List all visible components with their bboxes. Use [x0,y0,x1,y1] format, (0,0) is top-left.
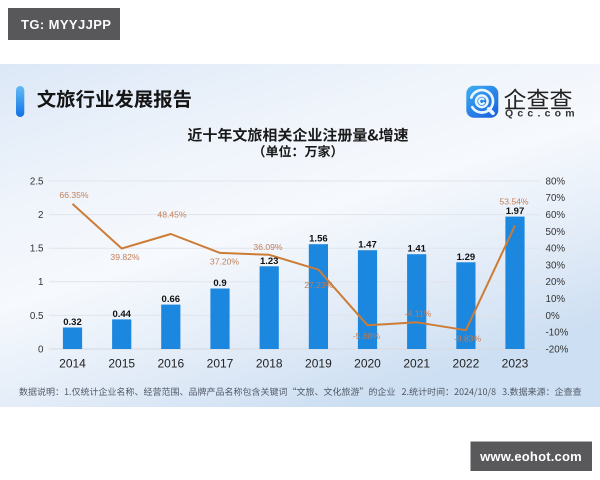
svg-text:2.5: 2.5 [30,176,44,187]
svg-text:2016: 2016 [157,357,184,371]
svg-text:2018: 2018 [256,357,283,371]
svg-text:-5.88%: -5.88% [353,331,381,341]
svg-text:36.09%: 36.09% [253,242,283,252]
svg-text:39.82%: 39.82% [110,252,140,262]
svg-text:53.54%: 53.54% [499,196,529,206]
svg-text:-20%: -20% [546,344,569,355]
svg-text:0: 0 [38,344,44,355]
svg-text:70%: 70% [546,193,566,204]
svg-text:0.32: 0.32 [63,317,82,328]
svg-text:27.23%: 27.23% [304,280,334,290]
svg-text:10%: 10% [546,294,566,305]
svg-text:0.66: 0.66 [162,294,181,305]
svg-text:0%: 0% [546,311,560,322]
svg-text:1.56: 1.56 [309,234,328,245]
svg-text:-4.11%: -4.11% [405,308,432,318]
svg-text:80%: 80% [546,176,566,187]
svg-text:2: 2 [38,210,43,221]
svg-text:2017: 2017 [207,357,234,371]
svg-text:2019: 2019 [305,357,332,371]
svg-text:Qcc.com: Qcc.com [505,108,579,120]
svg-text:1.23: 1.23 [260,256,279,267]
svg-text:1: 1 [38,277,43,288]
svg-text:-10%: -10% [546,328,569,339]
svg-text:TG: MYYJJPP: TG: MYYJJPP [21,17,111,32]
svg-text:30%: 30% [546,260,566,271]
svg-text:66.35%: 66.35% [59,190,89,200]
svg-text:1.5: 1.5 [30,244,44,255]
svg-text:50%: 50% [546,227,566,238]
svg-text:2015: 2015 [108,357,135,371]
svg-text:2014: 2014 [59,357,86,371]
svg-text:-8.83%: -8.83% [454,334,482,344]
svg-text:0.5: 0.5 [30,311,44,322]
svg-text:37.20%: 37.20% [210,257,240,267]
svg-text:0.9: 0.9 [213,278,226,289]
svg-text:2022: 2022 [453,357,480,371]
svg-text:2023: 2023 [502,357,529,371]
svg-text:40%: 40% [546,244,566,255]
svg-text:2021: 2021 [403,357,430,371]
svg-text:1.29: 1.29 [457,252,476,263]
svg-text:1.97: 1.97 [506,206,525,217]
svg-text:0.44: 0.44 [112,309,131,320]
svg-text:2020: 2020 [354,357,381,371]
svg-text:60%: 60% [546,210,566,221]
svg-text:48.45%: 48.45% [157,210,187,220]
svg-text:20%: 20% [546,277,566,288]
svg-text:1.47: 1.47 [358,240,377,251]
svg-text:1.41: 1.41 [407,244,426,255]
svg-text:www.eohot.com: www.eohot.com [479,449,582,464]
